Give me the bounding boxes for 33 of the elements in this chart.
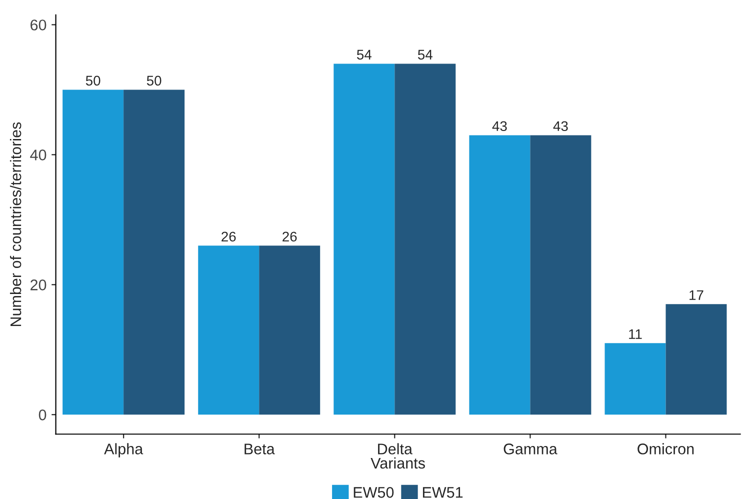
bar xyxy=(62,90,124,415)
y-tick-label: 60 xyxy=(30,20,46,30)
data-label: 54 xyxy=(418,50,432,60)
legend-label: EW50 xyxy=(354,487,394,498)
legend-label: EW51 xyxy=(422,487,463,498)
data-label: 50 xyxy=(86,76,100,86)
y-tick-label: 40 xyxy=(30,150,46,160)
bar xyxy=(604,343,666,415)
y-tick-label: 20 xyxy=(30,280,46,290)
bar xyxy=(198,246,260,415)
data-label: 54 xyxy=(356,50,372,60)
bar xyxy=(259,246,320,415)
bar xyxy=(334,64,395,415)
x-axis-title: Variants xyxy=(370,457,425,469)
data-label: 26 xyxy=(282,232,297,242)
x-tick-label: Omicron xyxy=(638,443,694,454)
x-tick-label: Alpha xyxy=(104,443,144,458)
bar xyxy=(124,90,185,415)
bar xyxy=(530,135,592,415)
data-label: 43 xyxy=(492,121,507,132)
data-label: 43 xyxy=(553,121,568,132)
y-axis-title: Number of countries/territories xyxy=(10,122,22,326)
x-tick-label: Delta xyxy=(378,443,412,454)
data-label: 11 xyxy=(629,329,642,339)
data-label: 17 xyxy=(690,290,704,300)
bar xyxy=(666,304,727,415)
y-tick-label: 0 xyxy=(38,410,46,420)
data-label: 26 xyxy=(222,232,236,242)
bar xyxy=(469,135,530,415)
x-tick-label: Gamma xyxy=(504,444,558,454)
x-tick-label: Beta xyxy=(244,444,275,454)
bar xyxy=(394,64,456,415)
data-label: 50 xyxy=(146,76,162,86)
